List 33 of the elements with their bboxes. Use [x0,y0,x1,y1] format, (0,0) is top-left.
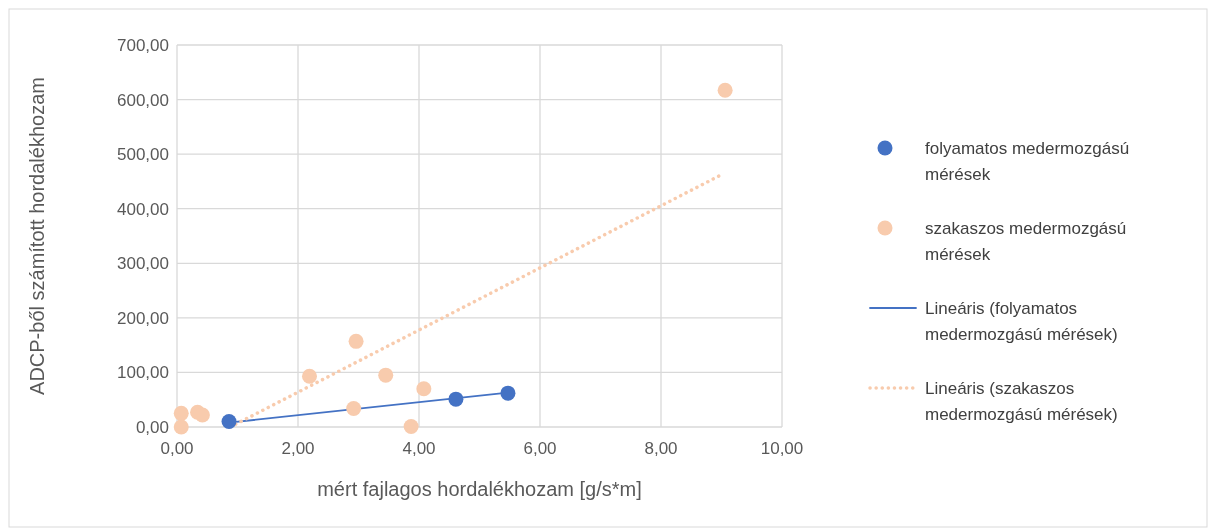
point [302,368,317,384]
x-tick-label: 10,00 [760,439,804,458]
y-tick-label: 500,00 [117,145,169,165]
point [378,367,394,383]
x-tick-label: 4,00 [402,439,436,458]
y-tick-label: 700,00 [117,36,169,55]
point [416,381,432,397]
y-axis-title: ADCP-ből számított hordalékhozam [26,77,48,395]
y-tick-label: 600,00 [117,90,169,110]
x-tick-label: 0,00 [160,439,194,458]
legend-label: Lineáris (folyamatos medermozgású mérések) [925,299,1118,344]
point [448,391,464,407]
y-tick-label: 300,00 [117,254,169,274]
legend-label: szakaszos medermozgású mérések [925,219,1127,264]
y-tick-label: 0,00 [135,418,169,437]
x-axis-title: mért fajlagos hordalékhozam [g/s*m] [317,478,642,500]
point [403,418,419,434]
y-tick-label: 200,00 [117,308,169,328]
legend-label: folyamatos medermozgású mérések [925,139,1130,184]
point [500,385,516,401]
x-tick-label: 6,00 [523,439,557,458]
point [173,405,189,421]
y-tick-label: 400,00 [117,199,169,219]
point [173,419,189,435]
y-tick-label: 100,00 [117,363,169,383]
legend-label: Lineáris (szakaszos medermozgású mérések) [925,379,1118,424]
point [717,82,733,98]
x-tick-label: 8,00 [644,439,678,458]
point [221,414,237,430]
x-tick-label: 2,00 [281,439,315,458]
point [348,333,364,349]
point [346,400,362,416]
point [194,407,210,423]
